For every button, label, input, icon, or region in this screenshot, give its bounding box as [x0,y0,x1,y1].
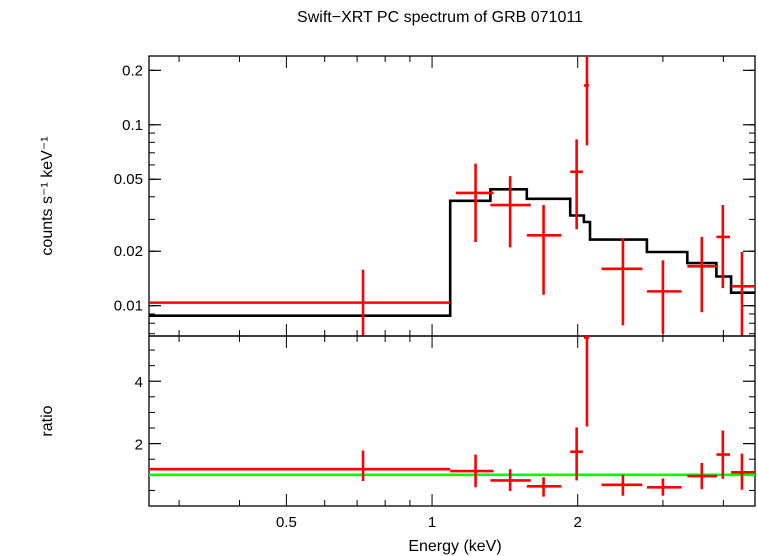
model-curve [149,188,755,317]
x-tick-label: 2 [574,514,582,531]
spectrum-data-point [149,269,451,336]
spectrum-data-point [583,56,589,146]
ratio-data-points [149,336,755,497]
ratio-data-point [687,462,717,490]
x-axis-label: Energy (keV) [408,538,501,555]
ratio-y-tick-label: 2 [135,437,143,454]
ratio-y-tick-label: 4 [135,374,143,391]
spectrum-data-point [687,236,717,313]
spectrum-panel: 0.01 0.02 0.05 0.1 0.2 counts s⁻¹ keV⁻¹ [39,55,756,337]
spectrum-data-point [731,252,755,336]
spectrum-data-point [646,260,682,334]
spectrum-data-point [716,205,731,289]
ratio-data-point [450,454,494,488]
spectrum-data-point [455,163,494,242]
spectrum-data-point [601,238,643,326]
ratio-data-point [731,453,755,490]
ratio-data-point [716,430,731,479]
spectrum-data-points [149,56,755,336]
ratio-data-point [570,427,583,481]
model-step-path [149,188,755,317]
spectrum-data-point [570,139,583,230]
spectrum-y-tick-label: 0.02 [114,243,143,260]
spectrum-y-tick-label: 0.01 [114,298,143,315]
ratio-y-axis-label: ratio [39,405,56,436]
ratio-data-point [526,477,562,497]
spectrum-data-point [526,205,562,295]
ratio-y-ticks: 24 [135,349,755,491]
spectrum-y-ticks: 0.01 0.02 0.05 0.1 0.2 [114,62,755,335]
x-tick-labels: 0.5 1 2 [276,514,582,531]
ratio-frame [148,335,756,507]
x-tick-label: 1 [428,514,436,531]
ratio-panel: 24 ratio [39,335,756,507]
ratio-data-point [646,478,682,496]
chart-title: Swift−XRT PC spectrum of GRB 071011 [297,9,583,26]
ratio-data-point [601,474,643,496]
spectrum-y-tick-label: 0.2 [122,62,143,79]
spectrum-y-tick-label: 0.05 [114,171,143,188]
spectrum-data-point [490,176,531,248]
ratio-data-point [490,469,531,492]
spectrum-y-axis-label: counts s⁻¹ keV⁻¹ [39,136,56,255]
x-tick-label: 0.5 [276,514,297,531]
ratio-data-point [149,450,451,482]
ratio-x-ticks [178,336,724,506]
spectrum-y-tick-label: 0.1 [122,117,143,134]
ratio-data-point [583,336,589,427]
spectrum-x-ticks [178,56,724,336]
